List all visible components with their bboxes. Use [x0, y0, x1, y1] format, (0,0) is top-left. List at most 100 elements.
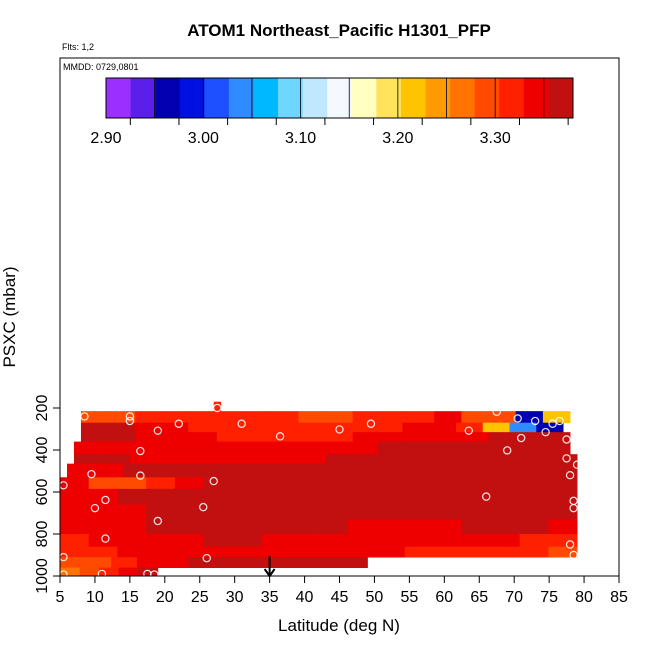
- heatmap-cell: [509, 422, 537, 433]
- sample-marker: [199, 502, 208, 512]
- colorbar-segment: [400, 78, 426, 118]
- sample-marker: [541, 427, 550, 437]
- sample-marker: [80, 412, 89, 421]
- sample-marker: [136, 471, 145, 480]
- heatmap-cell: [60, 534, 90, 547]
- heatmap-cell: [146, 488, 176, 505]
- heatmap-cell: [239, 557, 266, 568]
- heatmap-cell: [111, 557, 138, 568]
- colorbar-segment: [499, 78, 525, 118]
- heatmap-cell: [60, 488, 90, 505]
- heatmap-cell: [117, 504, 147, 520]
- sample-marker: [213, 403, 222, 413]
- heatmap-cell: [174, 519, 205, 535]
- heatmap-cell: [429, 422, 457, 433]
- heatmap-cell: [375, 488, 406, 505]
- heatmap-cell: [232, 519, 262, 535]
- heatmap-cell: [375, 422, 403, 433]
- heatmap-cell: [375, 546, 406, 558]
- heatmap-cell: [95, 463, 125, 478]
- heatmap-cell: [514, 441, 543, 455]
- heatmap-cell: [404, 534, 434, 547]
- sample-marker: [565, 540, 575, 549]
- x-tick-label: 75: [540, 589, 558, 606]
- heatmap-cell: [213, 454, 243, 465]
- heatmap-cell: [378, 463, 408, 478]
- heatmap-cell: [298, 411, 326, 424]
- chart-title: ATOM1 Northeast_Pacific H1301_PFP: [187, 21, 491, 40]
- heatmap-cell: [101, 441, 130, 455]
- heatmap-cell: [60, 504, 90, 520]
- heatmap-cell: [322, 422, 350, 433]
- heatmap-cell: [189, 432, 218, 442]
- heatmap-cell: [404, 477, 434, 490]
- heatmap-cell: [347, 534, 377, 547]
- x-tick-label: 55: [400, 589, 418, 606]
- heatmap-cell: [488, 411, 517, 424]
- heatmap-cell: [289, 534, 319, 547]
- sample-marker: [572, 460, 582, 469]
- heatmap-cell: [88, 546, 118, 558]
- heatmap-cell: [493, 454, 522, 465]
- sample-marker: [492, 407, 501, 416]
- heatmap-cell: [375, 534, 406, 547]
- sample-marker: [516, 433, 526, 443]
- heatmap-cell: [289, 519, 319, 535]
- heatmap-cell: [298, 432, 326, 442]
- heatmap-cell: [80, 411, 109, 424]
- heatmap-cell: [548, 546, 578, 558]
- x-tick-label: 35: [261, 589, 279, 606]
- sample-marker: [90, 503, 100, 513]
- x-axis-label: Latitude (deg N): [278, 616, 400, 635]
- heatmap-cell: [461, 411, 489, 424]
- heatmap-cell: [352, 432, 381, 442]
- heatmap-cell: [433, 488, 463, 505]
- heatmap-cell: [156, 441, 185, 455]
- heatmap-cell: [519, 504, 549, 520]
- heatmap-cell: [184, 441, 213, 455]
- y-tick-label: 400: [34, 437, 51, 464]
- sample-marker: [530, 416, 540, 426]
- heatmap-cell: [261, 477, 291, 490]
- heatmap-cell: [461, 432, 489, 442]
- heatmap-cell: [519, 477, 549, 490]
- arrow-head: [263, 568, 276, 578]
- heatmap-cell: [289, 546, 319, 558]
- y-tick-label: 600: [34, 479, 51, 506]
- heatmap-cell: [325, 454, 354, 465]
- dates-label: MMDD: 0729,0801: [63, 62, 139, 72]
- heatmap-cell: [490, 534, 521, 547]
- colorbar-segment: [130, 78, 156, 118]
- heatmap-cell: [162, 411, 191, 424]
- sample-marker: [202, 553, 211, 563]
- heatmap-cell: [290, 557, 317, 568]
- heatmap-cell: [157, 454, 187, 465]
- heatmap-cell: [318, 488, 348, 505]
- heatmap-cell: [289, 477, 319, 490]
- heatmap-cell: [174, 534, 205, 547]
- sample-marker: [482, 492, 491, 501]
- x-tick-label: 25: [191, 589, 209, 606]
- heatmap-cell: [289, 488, 319, 505]
- heatmap-cell: [322, 463, 351, 478]
- heatmap-cell: [60, 546, 90, 558]
- heatmap-cell: [174, 477, 205, 490]
- colorbar-frame: [105, 77, 574, 119]
- heatmap-cell: [134, 422, 162, 433]
- heatmap-cell: [174, 488, 205, 505]
- heatmap-cell: [490, 488, 521, 505]
- heatmap-cell: [548, 463, 578, 478]
- heatmap-cell: [542, 441, 571, 455]
- heatmap-cell: [375, 504, 406, 520]
- heatmap-cell: [352, 411, 381, 424]
- heatmap-cell: [129, 454, 159, 465]
- heatmap-cell: [318, 477, 348, 490]
- sample-marker: [565, 471, 575, 480]
- heatmap-cell: [266, 441, 295, 455]
- heatmap-cell: [232, 534, 262, 547]
- heatmap-cell: [515, 411, 544, 424]
- sample-marker: [513, 414, 522, 423]
- heatmap-cell: [402, 422, 430, 433]
- colorbar-segment: [548, 78, 574, 118]
